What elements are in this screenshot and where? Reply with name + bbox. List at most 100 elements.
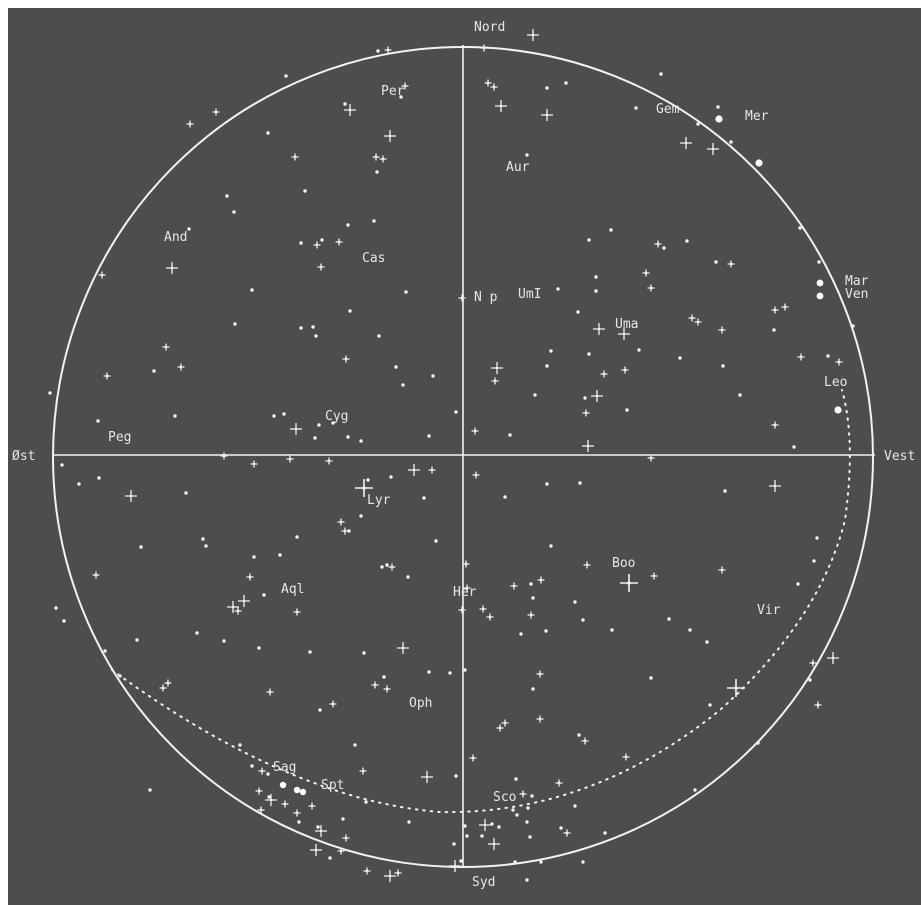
west-label: Vest [884, 449, 915, 464]
star-dot [587, 238, 591, 242]
star-dot [222, 639, 226, 643]
star-dot [225, 194, 229, 198]
star-dot [201, 537, 205, 541]
star-dot [308, 650, 312, 654]
star-dot [284, 74, 288, 78]
star-dot [366, 478, 370, 482]
star-dot [693, 788, 697, 792]
star-core [622, 332, 626, 336]
star-dot [362, 651, 366, 655]
star-dot [490, 822, 494, 826]
star-dot [594, 275, 598, 279]
star-dot [62, 619, 66, 623]
star-dot [812, 559, 816, 563]
star-core [161, 686, 165, 690]
star-core [720, 328, 724, 332]
star-core [649, 456, 653, 460]
constellation-label-sag: Sag [273, 760, 296, 775]
star-core [295, 811, 299, 815]
star-core [465, 586, 469, 590]
star-core [314, 848, 318, 852]
saturn-disc-3 [299, 788, 307, 796]
star-dot [716, 105, 720, 109]
star-dot [634, 106, 638, 110]
star-core [488, 615, 492, 619]
star-dot [738, 393, 742, 397]
star-dot [708, 703, 712, 707]
star-core [690, 316, 694, 320]
star-core [385, 687, 389, 691]
star-core [512, 584, 516, 588]
star-core [539, 578, 543, 582]
star-core [269, 798, 273, 802]
star-core [412, 468, 416, 472]
star-core [557, 781, 561, 785]
star-core [720, 568, 724, 572]
star-dot [696, 122, 700, 126]
star-core [583, 739, 587, 743]
star-dot [297, 820, 301, 824]
star-dot [808, 678, 812, 682]
star-dot [721, 364, 725, 368]
star-dot [311, 325, 315, 329]
star-core [473, 429, 477, 433]
star-dot [427, 670, 431, 674]
star-dot [77, 482, 81, 486]
star-dot [545, 482, 549, 486]
star-dot [508, 433, 512, 437]
star-dot [96, 419, 100, 423]
star-dot [826, 354, 830, 358]
star-dot [377, 334, 381, 338]
star-dot [513, 860, 517, 864]
star-dot [343, 102, 347, 106]
star-dot [564, 81, 568, 85]
star-dot [525, 878, 529, 882]
star-dot [545, 86, 549, 90]
star-dot [401, 383, 405, 387]
star-core [339, 520, 343, 524]
star-dot [587, 352, 591, 356]
star-core [248, 575, 252, 579]
star-dot [539, 860, 543, 864]
star-dot [511, 808, 515, 812]
star-dot [250, 288, 254, 292]
star-core [236, 609, 240, 613]
star-core [231, 605, 235, 609]
star-core [783, 305, 787, 309]
star-core [696, 320, 700, 324]
star-core [584, 411, 588, 415]
constellation-label-boo: Boo [612, 556, 635, 571]
star-dot [625, 408, 629, 412]
star-dot [434, 539, 438, 543]
star-dot [662, 246, 666, 250]
star-dot [238, 743, 242, 747]
star-core [100, 273, 104, 277]
star-core [734, 686, 738, 690]
constellation-label-uma: Uma [615, 317, 638, 332]
star-dot [530, 794, 534, 798]
star-dot [266, 131, 270, 135]
star-core [816, 703, 820, 707]
star-dot [60, 463, 64, 467]
star-core [623, 368, 627, 372]
star-dot [528, 835, 532, 839]
star-dot [364, 800, 368, 804]
leo-bright-disc [834, 406, 842, 414]
star-dot [103, 649, 107, 653]
star-dot [262, 593, 266, 597]
star-dot [577, 733, 581, 737]
star-core [503, 721, 507, 725]
planet-label-ven: Ven [845, 287, 868, 302]
star-dot [54, 606, 58, 610]
star-core [344, 357, 348, 361]
constellation-label-her: Her [453, 585, 477, 600]
star-dot [331, 421, 335, 425]
constellation-label-and: And [164, 230, 187, 245]
star-dot [533, 393, 537, 397]
star-dot [576, 310, 580, 314]
star-core [545, 113, 549, 117]
planet-markers [279, 115, 842, 796]
north-pole-label: N p [474, 290, 498, 305]
star-dot [792, 445, 796, 449]
star-core [129, 494, 133, 498]
